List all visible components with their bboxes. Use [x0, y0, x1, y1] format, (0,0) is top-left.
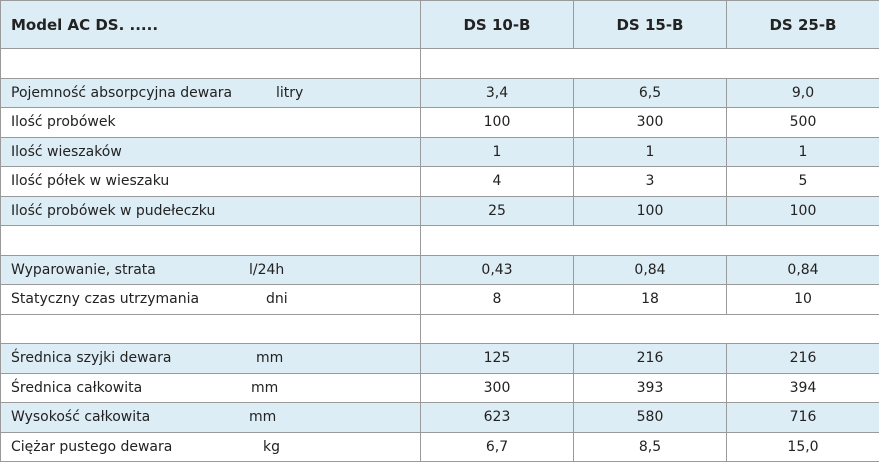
value-cell: 6,5 [573, 77, 727, 108]
row-label: Wysokość całkowita [11, 409, 151, 426]
row-label: Ilość półek w wieszaku [11, 173, 170, 190]
value-cell: 300 [573, 107, 727, 138]
row-label-cell: Wysokość całkowita mm [0, 402, 421, 433]
row-label-cell: Ciężar pustego dewara kg [0, 431, 421, 462]
row-unit: dni [266, 291, 288, 308]
row-label-cell: Statyczny czas utrzymania dni [0, 284, 421, 315]
data-row: Ilość półek w wieszaku 4 3 5 [0, 166, 879, 197]
data-row: Ilość probówek w pudełeczku 25 100 100 [0, 195, 879, 226]
data-row: Wyparowanie, strata l/24h 0,43 0,84 0,84 [0, 254, 879, 285]
value-cell: 100 [573, 195, 727, 226]
spacer-cell [420, 225, 879, 256]
row-label-cell: Średnica szyjki dewara mm [0, 343, 421, 374]
value-cell: 3 [573, 166, 727, 197]
value-cell: 623 [420, 402, 574, 433]
value-cell: 1 [726, 136, 879, 167]
value-cell: 216 [573, 343, 727, 374]
value-cell: 580 [573, 402, 727, 433]
spacer-cell [420, 313, 879, 344]
data-row: Średnica całkowita mm 300 393 394 [0, 372, 879, 403]
column-header: DS 25-B [726, 0, 879, 49]
header-row: Model AC DS. ..... DS 10-B DS 15-B DS 25… [0, 0, 879, 49]
row-label: Średnica szyjki dewara [11, 350, 172, 367]
row-label-cell: Wyparowanie, strata l/24h [0, 254, 421, 285]
data-row: Ilość wieszaków 1 1 1 [0, 136, 879, 167]
row-label-cell: Ilość półek w wieszaku [0, 166, 421, 197]
value-cell: 18 [573, 284, 727, 315]
spacer-row [0, 48, 879, 79]
value-cell: 125 [420, 343, 574, 374]
row-label: Ciężar pustego dewara [11, 438, 173, 455]
value-cell: 10 [726, 284, 879, 315]
column-header: DS 10-B [420, 0, 574, 49]
value-cell: 300 [420, 372, 574, 403]
data-row: Wysokość całkowita mm 623 580 716 [0, 402, 879, 433]
spacer-cell [0, 48, 421, 79]
row-unit: kg [263, 438, 280, 455]
value-cell: 1 [573, 136, 727, 167]
row-label: Statyczny czas utrzymania [11, 291, 200, 308]
value-cell: 6,7 [420, 431, 574, 462]
row-label: Ilość wieszaków [11, 143, 122, 160]
row-label-cell: Średnica całkowita mm [0, 372, 421, 403]
row-label-cell: Ilość probówek [0, 107, 421, 138]
value-cell: 394 [726, 372, 879, 403]
value-cell: 15,0 [726, 431, 879, 462]
row-label: Średnica całkowita [11, 379, 143, 396]
data-row: Pojemność absorpcyjna dewara litry 3,4 6,5 9… [0, 77, 879, 108]
row-unit: l/24h [249, 261, 285, 278]
spacer-cell [420, 48, 879, 79]
value-cell: 1 [420, 136, 574, 167]
row-unit: litry [276, 84, 304, 101]
spacer-row [0, 225, 879, 256]
value-cell: 25 [420, 195, 574, 226]
row-label: Ilość probówek [11, 114, 116, 131]
value-cell: 8,5 [573, 431, 727, 462]
value-cell: 4 [420, 166, 574, 197]
data-row: Ilość probówek 100 300 500 [0, 107, 879, 138]
spacer-cell [0, 313, 421, 344]
value-cell: 393 [573, 372, 727, 403]
data-row: Ciężar pustego dewara kg 6,7 8,5 15,0 [0, 431, 879, 462]
value-cell: 8 [420, 284, 574, 315]
value-cell: 716 [726, 402, 879, 433]
row-label: Wyparowanie, strata [11, 261, 156, 278]
value-cell: 500 [726, 107, 879, 138]
value-cell: 0,84 [726, 254, 879, 285]
data-row: Średnica szyjki dewara mm 125 216 216 [0, 343, 879, 374]
row-label-cell: Pojemność absorpcyjna dewara litry [0, 77, 421, 108]
header-title: Model AC DS. ..... [0, 0, 421, 49]
value-cell: 3,4 [420, 77, 574, 108]
spacer-cell [0, 225, 421, 256]
row-unit: mm [251, 379, 279, 396]
value-cell: 5 [726, 166, 879, 197]
value-cell: 0,43 [420, 254, 574, 285]
value-cell: 216 [726, 343, 879, 374]
data-row: Statyczny czas utrzymania dni 8 18 10 [0, 284, 879, 315]
row-unit: mm [249, 409, 277, 426]
spacer-row [0, 313, 879, 344]
row-label-cell: Ilość probówek w pudełeczku [0, 195, 421, 226]
row-unit: mm [256, 350, 284, 367]
value-cell: 100 [726, 195, 879, 226]
value-cell: 100 [420, 107, 574, 138]
row-label-cell: Ilość wieszaków [0, 136, 421, 167]
column-header: DS 15-B [573, 0, 727, 49]
value-cell: 0,84 [573, 254, 727, 285]
value-cell: 9,0 [726, 77, 879, 108]
row-label: Pojemność absorpcyjna dewara [11, 84, 233, 101]
row-label: Ilość probówek w pudełeczku [11, 202, 216, 219]
